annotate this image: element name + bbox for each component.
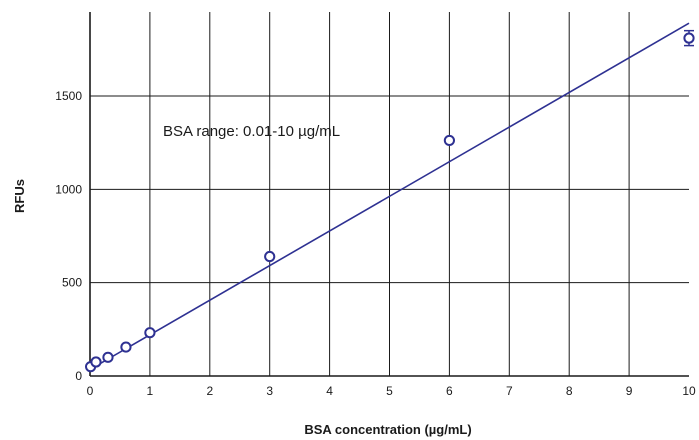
data-point <box>144 327 156 339</box>
x-tick-label: 9 <box>626 384 633 398</box>
x-tick-label: 0 <box>87 384 94 398</box>
annotation: BSA range: 0.01-10 µg/mL <box>163 123 340 140</box>
fit-line-group <box>89 22 690 371</box>
y-tick-label: 500 <box>62 276 82 290</box>
y-tick-label: 1500 <box>55 89 82 103</box>
data-point <box>120 341 132 353</box>
x-tick-label: 6 <box>446 384 453 398</box>
data-point <box>90 356 102 368</box>
x-tick-label: 7 <box>506 384 513 398</box>
data-point <box>683 32 695 44</box>
tick-labels: 0 1 2 3 4 5 6 7 8 9 10 0 500 1000 1500 <box>55 89 696 398</box>
x-tick-label: 4 <box>326 384 333 398</box>
data-points <box>84 29 695 373</box>
y-tick-label: 0 <box>75 369 82 383</box>
data-point <box>443 134 455 147</box>
x-tick-label: 1 <box>147 384 154 398</box>
x-tick-label: 2 <box>206 384 213 398</box>
y-tick-label: 1000 <box>55 182 82 196</box>
y-axis-title: RFUs <box>12 179 27 213</box>
data-point <box>264 250 276 263</box>
fit-line <box>89 22 690 371</box>
x-tick-label: 5 <box>386 384 393 398</box>
data-point <box>102 351 114 363</box>
x-tick-label: 10 <box>682 384 696 398</box>
x-axis-title: BSA concentration (µg/mL) <box>304 422 471 437</box>
x-tick-label: 8 <box>566 384 573 398</box>
grid <box>89 12 689 377</box>
x-tick-label: 3 <box>266 384 273 398</box>
